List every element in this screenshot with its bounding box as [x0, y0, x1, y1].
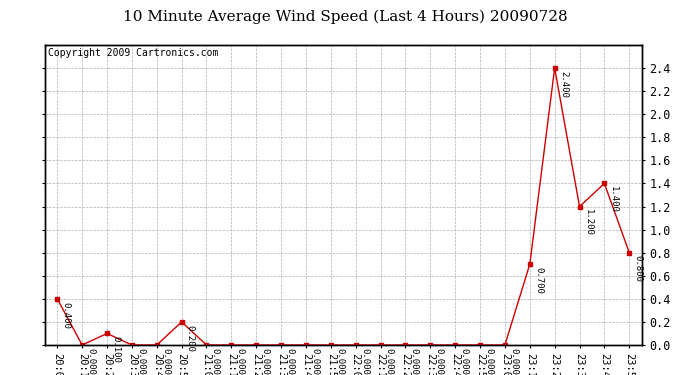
Text: 0.000: 0.000: [260, 348, 269, 375]
Text: 0.400: 0.400: [61, 302, 70, 328]
Text: 0.000: 0.000: [285, 348, 294, 375]
Text: Copyright 2009 Cartronics.com: Copyright 2009 Cartronics.com: [48, 48, 218, 58]
Text: 0.000: 0.000: [410, 348, 419, 375]
Text: 0.100: 0.100: [111, 336, 120, 363]
Text: 0.000: 0.000: [161, 348, 170, 375]
Text: 0.000: 0.000: [310, 348, 319, 375]
Text: 0.200: 0.200: [186, 325, 195, 352]
Text: 0.000: 0.000: [210, 348, 219, 375]
Text: 0.800: 0.800: [633, 255, 642, 282]
Text: 0.000: 0.000: [360, 348, 369, 375]
Text: 0.000: 0.000: [460, 348, 469, 375]
Text: 2.400: 2.400: [559, 71, 568, 98]
Text: 0.000: 0.000: [385, 348, 394, 375]
Text: 1.400: 1.400: [609, 186, 618, 213]
Text: 0.000: 0.000: [509, 348, 518, 375]
Text: 0.000: 0.000: [435, 348, 444, 375]
Text: 0.700: 0.700: [534, 267, 543, 294]
Text: 0.000: 0.000: [235, 348, 244, 375]
Text: 10 Minute Average Wind Speed (Last 4 Hours) 20090728: 10 Minute Average Wind Speed (Last 4 Hou…: [123, 9, 567, 24]
Text: 0.000: 0.000: [86, 348, 95, 375]
Text: 0.000: 0.000: [335, 348, 344, 375]
Text: 0.000: 0.000: [484, 348, 493, 375]
Text: 1.200: 1.200: [584, 209, 593, 236]
Text: 0.000: 0.000: [136, 348, 145, 375]
